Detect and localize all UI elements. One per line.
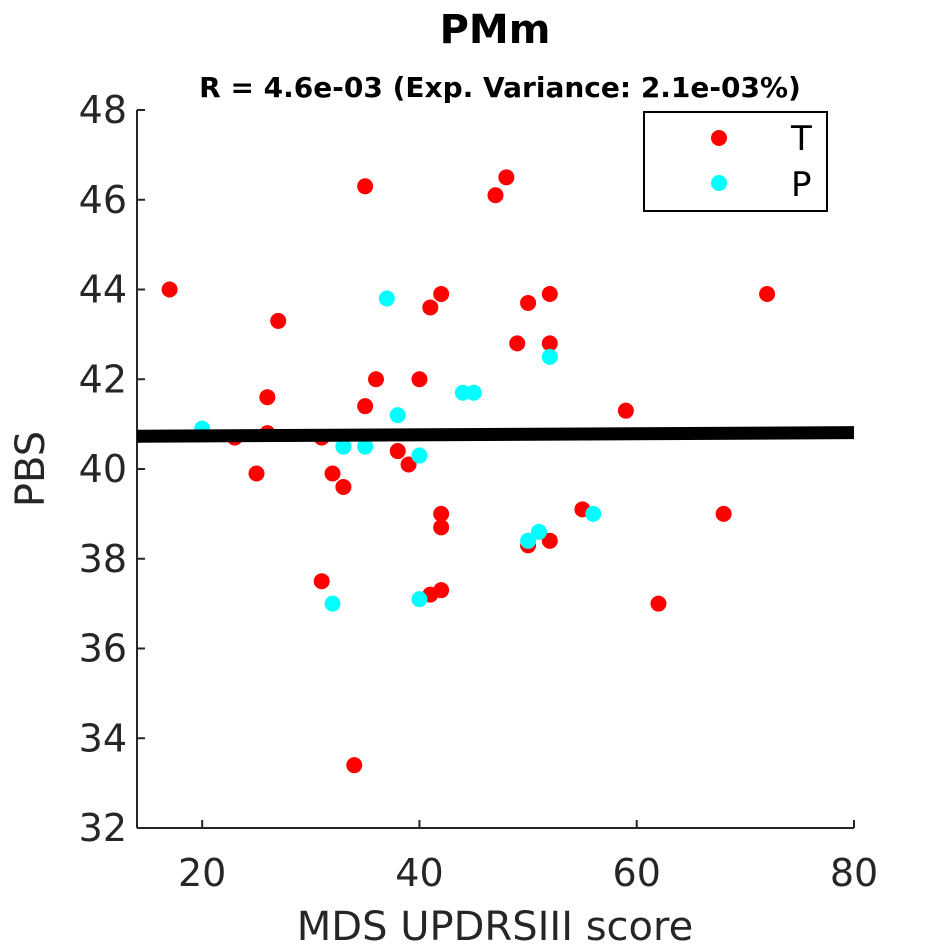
y-tick-label: 46: [79, 178, 127, 222]
point-t: [715, 505, 732, 522]
point-t: [411, 371, 428, 388]
point-t: [617, 402, 634, 419]
legend-marker-t: [711, 130, 727, 146]
point-t: [389, 443, 406, 460]
y-axis-label: PBS: [8, 431, 54, 507]
legend-marker-p: [711, 175, 727, 191]
y-tick-label: 32: [79, 806, 127, 850]
point-t: [498, 169, 515, 186]
y-tick-label: 38: [79, 537, 127, 581]
y-tick-label: 40: [79, 447, 127, 491]
y-tick-label: 48: [79, 88, 127, 132]
point-t: [422, 299, 439, 316]
point-t: [520, 294, 537, 311]
point-p: [530, 523, 547, 540]
point-t: [313, 573, 330, 590]
point-t: [759, 285, 776, 302]
x-tick-label: 20: [178, 851, 226, 895]
legend-label-t: T: [790, 119, 812, 159]
point-t: [324, 465, 341, 482]
point-t: [433, 505, 450, 522]
fit-line: [136, 426, 855, 443]
point-t: [357, 178, 374, 195]
point-t: [368, 371, 384, 388]
point-p: [541, 348, 558, 365]
y-tick-label: 34: [79, 716, 127, 760]
point-t: [509, 335, 526, 352]
point-p: [378, 290, 395, 307]
point-t: [541, 335, 558, 352]
point-p: [335, 438, 352, 455]
point-t: [335, 478, 352, 495]
point-t: [346, 757, 363, 774]
point-t: [541, 532, 558, 549]
point-t: [259, 389, 276, 406]
point-t: [433, 582, 450, 599]
point-p: [357, 438, 374, 455]
point-t: [433, 285, 450, 302]
x-axis-label: MDS UPDRSIII score: [297, 904, 693, 945]
y-tick-label: 44: [79, 268, 127, 312]
y-tick-label: 36: [79, 627, 127, 671]
x-tick-label: 40: [395, 851, 443, 895]
x-tick-label: 60: [613, 851, 661, 895]
point-t: [270, 312, 287, 329]
point-t: [248, 465, 265, 482]
point-p: [411, 447, 428, 464]
legend: T P: [643, 111, 828, 212]
legend-box: [643, 111, 828, 212]
chart-subtitle: R = 4.6e-03 (Exp. Variance: 2.1e-03%): [199, 71, 801, 104]
point-p: [585, 505, 602, 522]
y-tick-label: 42: [79, 357, 127, 401]
point-t: [650, 595, 667, 612]
point-t: [433, 519, 450, 536]
point-p: [324, 595, 341, 612]
point-t: [161, 281, 178, 298]
point-p: [520, 532, 537, 549]
point-t: [541, 285, 558, 302]
plot-area: 32 34 36 38 40 42 44 46 48 20 40 60 80: [79, 88, 879, 895]
point-t: [357, 398, 374, 415]
point-p: [389, 407, 406, 424]
point-t: [400, 456, 417, 473]
point-t: [487, 187, 504, 204]
point-p: [465, 384, 482, 401]
point-p: [411, 591, 428, 608]
legend-label-p: P: [791, 165, 812, 205]
x-tick-label: 80: [830, 851, 878, 895]
chart-title: PMm: [440, 7, 551, 53]
